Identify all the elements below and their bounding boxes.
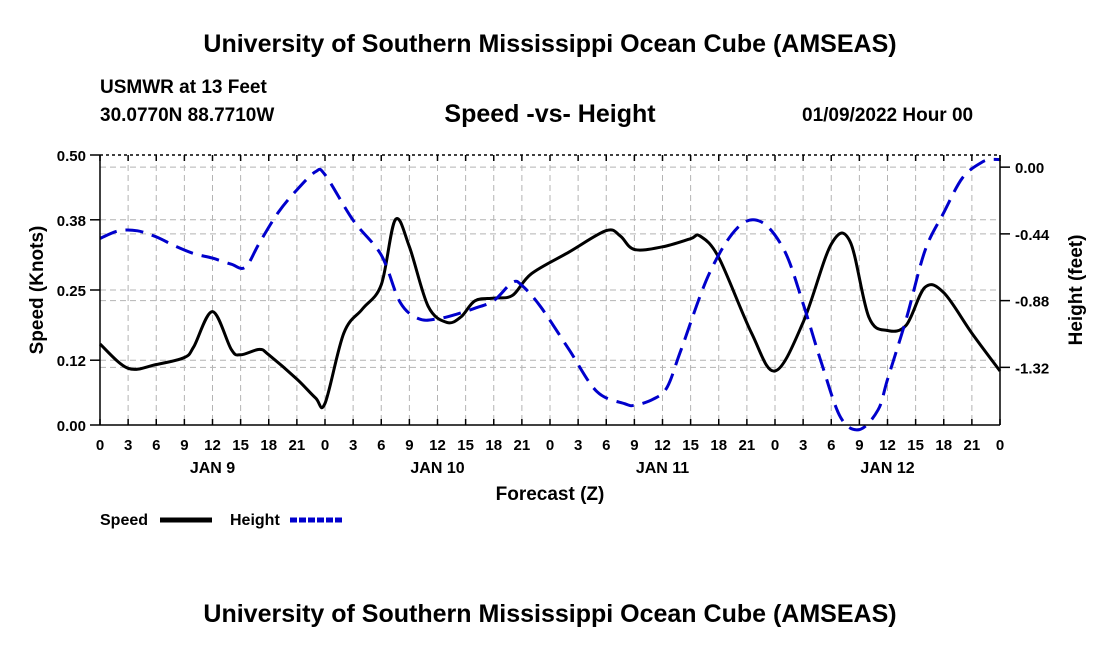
day-label: JAN 12 bbox=[860, 460, 914, 477]
main-title: University of Southern Mississippi Ocean… bbox=[203, 30, 897, 58]
x-tick-label: 12 bbox=[204, 437, 221, 454]
x-tick-label: 9 bbox=[180, 437, 188, 454]
x-tick-label: 21 bbox=[514, 437, 531, 454]
y-right-axis-title: Height (feet) bbox=[1066, 235, 1087, 346]
x-tick-label: 21 bbox=[289, 437, 306, 454]
x-tick-label: 18 bbox=[485, 437, 502, 454]
chart-title: Speed -vs- Height bbox=[444, 100, 656, 128]
x-tick-label: 0 bbox=[996, 437, 1004, 454]
x-tick-label: 9 bbox=[405, 437, 413, 454]
x-tick-label: 6 bbox=[377, 437, 385, 454]
y-left-tick-label: 0.25 bbox=[57, 283, 86, 300]
plot-frame bbox=[90, 154, 1010, 426]
x-tick-label: 6 bbox=[602, 437, 610, 454]
x-tick-label: 18 bbox=[935, 437, 952, 454]
y-left-axis-title: Speed (Knots) bbox=[27, 226, 48, 355]
x-axis-title: Forecast (Z) bbox=[496, 484, 605, 505]
legend-label: Height bbox=[230, 512, 280, 529]
x-tick-label: 3 bbox=[124, 437, 132, 454]
day-label: JAN 11 bbox=[636, 460, 689, 477]
x-tick-label: 18 bbox=[710, 437, 727, 454]
x-tick-label: 3 bbox=[349, 437, 357, 454]
day-label: JAN 9 bbox=[190, 460, 235, 477]
x-tick-label: 0 bbox=[96, 437, 104, 454]
y-left-tick-label: 0.12 bbox=[57, 353, 86, 370]
forecast-date: 01/09/2022 Hour 00 bbox=[802, 105, 974, 126]
coordinates-label: 30.0770N 88.7710W bbox=[100, 105, 275, 126]
grid-layer bbox=[100, 155, 1000, 425]
x-tick-label: 9 bbox=[855, 437, 863, 454]
x-tick-label: 0 bbox=[321, 437, 329, 454]
footer-title: University of Southern Mississippi Ocean… bbox=[203, 600, 897, 628]
x-tick-label: 0 bbox=[546, 437, 554, 454]
x-tick-label: 3 bbox=[574, 437, 582, 454]
x-tick-label: 15 bbox=[907, 437, 924, 454]
y-left-tick-label: 0.00 bbox=[57, 418, 86, 435]
x-tick-label: 9 bbox=[630, 437, 638, 454]
x-tick-label: 3 bbox=[799, 437, 807, 454]
y-right-tick-label: 0.00 bbox=[1015, 160, 1044, 177]
height-series-line bbox=[99, 157, 1001, 432]
x-tick-label: 15 bbox=[457, 437, 474, 454]
day-label: JAN 10 bbox=[410, 460, 464, 477]
x-tick-label: 12 bbox=[654, 437, 671, 454]
y-left-tick-label: 0.38 bbox=[57, 213, 86, 230]
series-layer bbox=[98, 157, 1002, 432]
station-label: USMWR at 13 Feet bbox=[100, 77, 267, 98]
y-right-tick-label: -0.44 bbox=[1015, 227, 1050, 244]
x-tick-label: 15 bbox=[232, 437, 249, 454]
x-tick-label: 15 bbox=[682, 437, 699, 454]
x-tick-label: 18 bbox=[260, 437, 277, 454]
x-tick-label: 12 bbox=[429, 437, 446, 454]
axis-labels: 0 3 6 9 12 15 18 21 0 3 6 9 12 15 18 21 0 3 6 9 12 15 18 21 0 3 6 9… bbox=[27, 148, 1087, 529]
x-tick-label: 6 bbox=[827, 437, 835, 454]
x-tick-label: 6 bbox=[152, 437, 160, 454]
x-tick-label: 21 bbox=[964, 437, 981, 454]
y-left-tick-label: 0.50 bbox=[57, 148, 86, 165]
x-tick-label: 21 bbox=[739, 437, 756, 454]
legend-label: Speed bbox=[100, 512, 148, 529]
y-right-tick-label: -0.88 bbox=[1015, 294, 1049, 311]
x-tick-label: 0 bbox=[771, 437, 779, 454]
x-tick-label: 12 bbox=[879, 437, 896, 454]
y-right-tick-label: -1.32 bbox=[1015, 360, 1049, 377]
